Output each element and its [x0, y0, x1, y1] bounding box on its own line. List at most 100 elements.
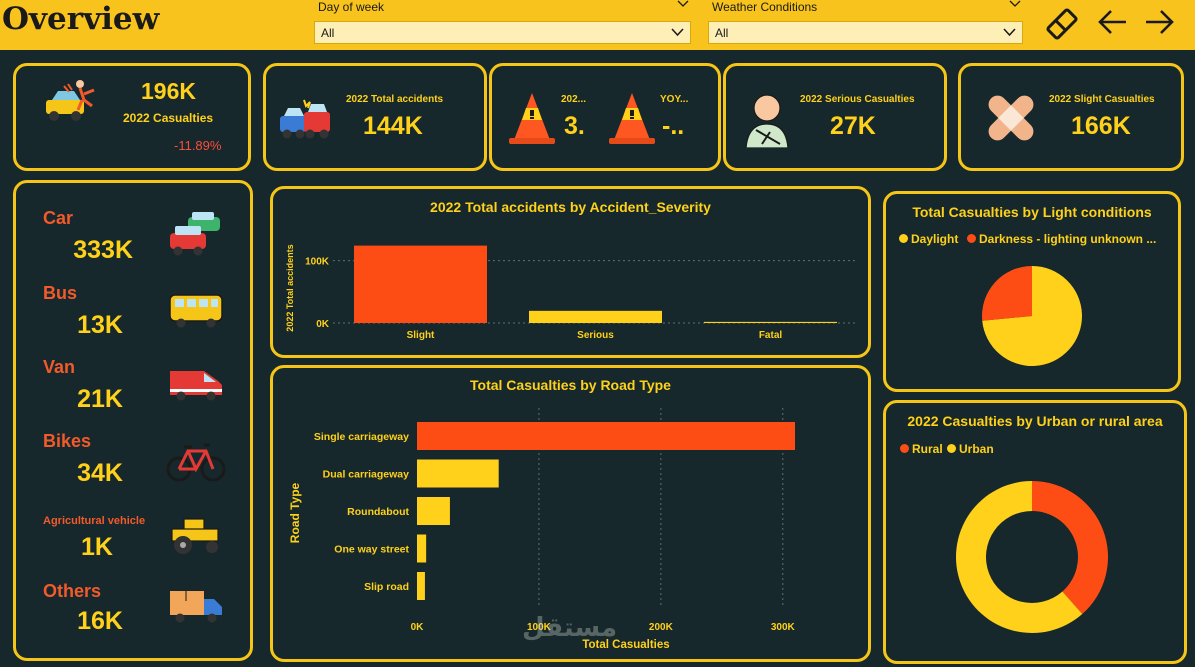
- kpi-card-cones[interactable]: 202... 3. YOY... -..: [489, 63, 721, 171]
- total-accidents-value: 144K: [363, 112, 423, 140]
- legend-dot: [899, 234, 908, 243]
- x-tick-label: 300K: [771, 622, 796, 633]
- slicer-dropdown[interactable]: All: [314, 21, 691, 44]
- x-tick-label: Fatal: [759, 330, 783, 341]
- kpi-card-slight-casualties[interactable]: 2022 Slight Casualties 166K: [958, 63, 1184, 171]
- bicycle-icon: [166, 443, 226, 482]
- legend-label: Darkness - lighting unknown ...: [979, 232, 1157, 246]
- kpi-card-serious-casualties[interactable]: 2022 Serious Casualties 27K: [723, 63, 947, 171]
- bar: [417, 572, 425, 600]
- x-tick-label: Serious: [577, 330, 614, 341]
- slicer-label: Weather Conditions: [712, 0, 818, 14]
- x-tick-label: 200K: [649, 622, 674, 633]
- vehicle-value: 16K: [77, 607, 123, 635]
- total-accidents-label: 2022 Total accidents: [346, 94, 444, 105]
- light-conditions-card[interactable]: Total Casualties by Light conditions Day…: [883, 191, 1181, 392]
- vehicle-name: Bikes: [43, 431, 92, 451]
- donut-slice: [1032, 481, 1108, 615]
- eraser-icon[interactable]: [1043, 5, 1081, 43]
- x-tick-label: Slight: [407, 330, 435, 341]
- chart-title: 2022 Total accidents by Accident_Severit…: [430, 199, 711, 215]
- chevron-down-icon[interactable]: [1009, 0, 1021, 9]
- legend-rural[interactable]: Rural: [900, 442, 943, 456]
- chart-title: Total Casualties by Road Type: [470, 377, 671, 393]
- y-axis-label: 2022 Total accidents: [285, 244, 295, 331]
- vehicle-value: 13K: [77, 311, 123, 339]
- cone1-value: 3.: [564, 112, 585, 140]
- urban-rural-card[interactable]: 2022 Casualties by Urban or rural area R…: [883, 400, 1187, 664]
- forward-arrow-icon[interactable]: [1143, 7, 1175, 37]
- car-crash-icon: [46, 80, 95, 121]
- legend-dot: [900, 444, 909, 453]
- cone2-value: -..: [662, 112, 685, 140]
- y-tick-label: Roundabout: [347, 506, 409, 518]
- back-arrow-icon[interactable]: [1097, 7, 1129, 37]
- serious-casualties-value: 27K: [830, 112, 876, 140]
- chevron-down-icon[interactable]: [677, 0, 689, 9]
- x-axis-label: Total Casualties: [582, 639, 669, 651]
- bus-icon: [169, 294, 223, 328]
- vehicle-name: Others: [43, 581, 102, 601]
- tractor-icon: [171, 518, 219, 554]
- vehicle-value: 333K: [73, 236, 133, 264]
- bar: [417, 459, 499, 488]
- serious-casualties-label: 2022 Serious Casualties: [800, 94, 915, 105]
- pie-slice: [982, 266, 1032, 321]
- legend-urban[interactable]: Urban: [947, 442, 994, 456]
- y-tick-label: One way street: [334, 544, 409, 556]
- y-tick-label: Dual carriageway: [323, 469, 410, 481]
- light-conditions-pie: [982, 266, 1082, 366]
- legend-daylight[interactable]: Daylight: [899, 232, 958, 246]
- pie-slice: [982, 266, 1082, 366]
- y-tick-label: Single carriageway: [314, 431, 409, 443]
- casualties-change: -11.89%: [174, 138, 222, 153]
- slicer-weather-conditions[interactable]: Weather Conditions All: [708, 0, 1023, 48]
- delivery-truck-icon: [170, 591, 222, 623]
- bar: [354, 245, 487, 323]
- vehicle-card[interactable]: Car 333K Bus 13K Van 21K Bikes 34K Agric…: [13, 180, 253, 661]
- x-tick-label: 0K: [411, 622, 425, 633]
- vehicle-value: 21K: [77, 385, 123, 413]
- bar: [417, 534, 427, 563]
- vehicle-name: Car: [43, 208, 74, 228]
- slight-casualties-label: 2022 Slight Casualties: [1049, 94, 1155, 105]
- slicer-value: All: [715, 26, 729, 40]
- chevron-down-icon[interactable]: [1003, 27, 1016, 37]
- vehicle-name: Bus: [43, 283, 78, 303]
- casualties-value: 196K: [141, 78, 196, 104]
- kpi-card-casualties[interactable]: 196K 2022 Casualties -11.89%: [13, 63, 251, 171]
- injured-person-icon: [745, 94, 789, 148]
- y-tick-label: 0K: [316, 319, 330, 330]
- bar: [704, 321, 837, 323]
- donut-slice: [956, 481, 1083, 633]
- severity-bar-chart: 0K 100K Slight Serious Fatal 2022 Total accid…: [285, 244, 858, 341]
- legend-darkness[interactable]: Darkness - lighting unknown ...: [967, 232, 1156, 246]
- legend-dot: [947, 444, 956, 453]
- road-type-chart-card[interactable]: Total Casualties by Road Type 0K 100K 200K…: [270, 365, 871, 662]
- legend-dot: [967, 234, 976, 243]
- severity-chart-card[interactable]: 2022 Total accidents by Accident_Severit…: [270, 186, 871, 358]
- slicer-dropdown[interactable]: All: [708, 21, 1023, 44]
- kpi-card-total-accidents[interactable]: 2022 Total accidents 144K: [263, 63, 487, 171]
- y-axis-label: Road Type: [288, 482, 302, 543]
- vehicle-name: Van: [43, 357, 76, 377]
- bandage-icon: [988, 95, 1034, 141]
- chart-title: Total Casualties by Light conditions: [912, 204, 1152, 220]
- chevron-down-icon[interactable]: [671, 27, 684, 37]
- chart-title: 2022 Casualties by Urban or rural area: [907, 413, 1163, 429]
- bar: [417, 422, 795, 450]
- slight-casualties-value: 166K: [1071, 112, 1131, 140]
- car-collision-icon: [280, 99, 330, 139]
- y-tick-label: Slip road: [364, 581, 409, 593]
- slicer-value: All: [321, 26, 335, 40]
- traffic-cone-icon: [509, 93, 555, 144]
- bar: [417, 497, 450, 525]
- slicer-label: Day of week: [318, 0, 385, 14]
- x-tick-label: 100K: [527, 622, 552, 633]
- legend-label: Rural: [912, 442, 943, 456]
- van-icon: [170, 371, 222, 401]
- vehicle-value: 1K: [81, 533, 113, 561]
- slicer-day-of-week[interactable]: Day of week All: [314, 0, 691, 48]
- cone2-label: YOY...: [660, 94, 689, 105]
- legend-label: Urban: [959, 442, 994, 456]
